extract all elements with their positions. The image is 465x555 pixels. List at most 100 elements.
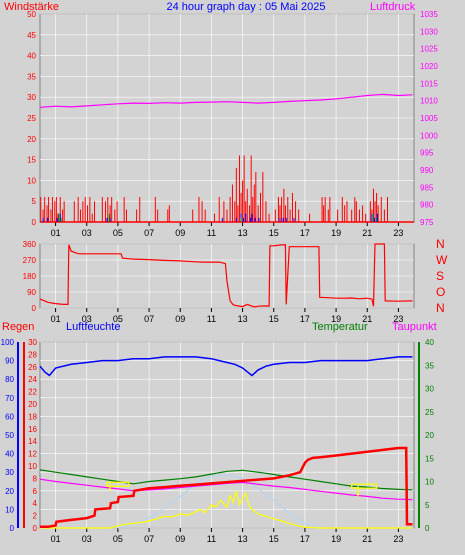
humidity-axis-label: Luftfeuchte [66,321,120,333]
wind-tick-label: 15 [27,156,36,165]
x-tick-label: 21 [362,228,372,238]
pressure-tick-label: 1005 [420,114,438,123]
x-tick-label: 17 [300,534,310,544]
rain-tick-label: 2 [33,512,38,521]
rain-tick-label: 10 [28,462,37,471]
chart3-x-axis: 01 03 05 07 09 11 13 15 17 19 21 23 [51,528,403,544]
x-tick-label: 09 [175,314,185,324]
humidity-tick-label: 30 [5,468,14,477]
chart2-left-axis: 0 90 180 270 360 [23,240,37,313]
dewpoint-axis-label: Taupunkt [392,321,437,333]
rain-tick-label: 22 [28,388,37,397]
x-tick-label: 15 [269,534,279,544]
rain-tick-label: 18 [28,412,37,421]
wind-tick-label: 20 [27,135,36,144]
rain-tick-label: 26 [28,363,37,372]
compass-label: N [436,301,445,315]
temperature-tick-label: 10 [425,478,434,487]
chart3-marks [39,356,413,529]
pressure-axis-label: Luftdruck [370,1,416,13]
x-tick-label: 03 [82,534,92,544]
rain-tick-label: 6 [33,487,38,496]
humidity-tick-label: 0 [10,524,15,533]
humidity-tick-label: 10 [5,505,14,514]
temperature-axis-label: Temperatur [312,321,368,333]
temperature-tick-label: 0 [425,524,430,533]
x-tick-label: 03 [82,228,92,238]
chart1-x-axis: 01 03 05 07 09 11 13 15 17 19 21 23 [51,222,403,238]
pressure-tick-label: 990 [420,166,434,175]
rain-tick-label: 12 [28,450,37,459]
wind-tick-label: 0 [32,218,37,227]
rain-tick-label: 30 [28,338,37,347]
temperature-tick-label: 35 [425,361,434,370]
x-tick-label: 15 [269,314,279,324]
pressure-tick-label: 975 [420,218,434,227]
direction-tick-label: 270 [23,256,37,265]
yellow-marker-box [351,483,378,489]
humidity-tick-label: 80 [5,375,14,384]
x-tick-label: 01 [51,534,61,544]
temperature-tick-label: 25 [425,408,434,417]
x-tick-label: 09 [175,228,185,238]
temperature-tick-label: 5 [425,501,430,510]
humidity-tick-label: 70 [5,394,14,403]
compass-label: N [436,237,445,251]
wind-tick-label: 10 [27,176,36,185]
direction-tick-label: 90 [27,288,36,297]
rain-axis-label: Regen [2,321,34,333]
humidity-rain-temp-chart: Regen Luftfeuchte Temperatur Taupunkt 01… [1,321,437,544]
pressure-tick-label: 985 [420,183,434,192]
direction-tick-label: 0 [32,304,37,313]
pressure-tick-label: 980 [420,201,434,210]
wind-tick-label: 30 [27,93,36,102]
x-tick-label: 21 [362,534,372,544]
x-tick-label: 05 [113,314,123,324]
humidity-tick-label: 50 [5,431,14,440]
chart1-marks [39,93,414,223]
x-tick-label: 15 [269,228,279,238]
x-tick-label: 07 [144,314,154,324]
temperature-tick-label: 40 [425,338,434,347]
rain-tick-label: 16 [28,425,37,434]
x-tick-label: 11 [207,314,216,324]
pressure-line [39,93,413,108]
rain-tick-label: 0 [33,524,38,533]
wind-tick-label: 25 [27,114,36,123]
wind-tick-label: 45 [27,31,36,40]
series-line [39,356,413,377]
x-tick-label: 23 [393,314,403,324]
yellow-marker-box [106,481,130,487]
pressure-tick-label: 1030 [420,27,438,36]
x-tick-label: 11 [207,534,216,544]
x-tick-label: 01 [51,314,61,324]
chart1-right-axis: 975 980 985 990 995 1000 1005 1010 1015 1020 1025 1… [420,10,438,227]
pressure-tick-label: 995 [420,149,434,158]
x-tick-label: 07 [144,228,154,238]
chart2-x-axis: 01 03 05 07 09 11 13 15 17 19 21 23 [51,308,403,324]
rain-tick-label: 14 [28,437,37,446]
x-tick-label: 09 [175,534,185,544]
wind-tick-label: 5 [32,197,37,206]
compass-label: S [436,269,444,283]
chart2-marks [39,243,413,308]
rain-tick-label: 8 [33,474,38,483]
wind-tick-label: 40 [27,52,36,61]
x-tick-label: 13 [238,228,248,238]
pressure-tick-label: 1020 [420,62,438,71]
x-tick-label: 07 [144,534,154,544]
temperature-tick-label: 20 [425,431,434,440]
rain-tick-label: 4 [33,499,38,508]
x-tick-label: 05 [113,228,123,238]
compass-label: W [436,253,448,267]
pressure-tick-label: 1000 [420,131,438,140]
x-tick-label: 13 [238,314,248,324]
series-line [117,474,321,529]
pressure-tick-label: 1010 [420,97,438,106]
rain-tick-label: 24 [28,375,37,384]
x-tick-label: 11 [207,228,216,238]
